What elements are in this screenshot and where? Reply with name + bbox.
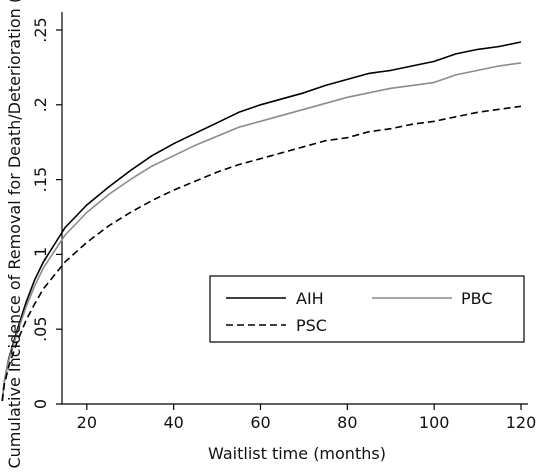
plot-area: 0 .05 .1 .15 .2 .25 20 40 60 80 100 120	[1, 12, 537, 432]
y-tick-label: .1	[31, 247, 50, 262]
y-tick-label: .2	[31, 97, 50, 112]
x-tick-label: 80	[337, 413, 357, 432]
y-tick-label: 0	[31, 399, 50, 409]
series-line-aih	[1, 41, 522, 402]
x-tick-label: 20	[77, 413, 97, 432]
legend-label-psc: PSC	[296, 316, 327, 335]
y-tick-label: .05	[31, 316, 50, 341]
x-tick-label: 40	[163, 413, 183, 432]
legend-label-pbc: PBC	[461, 289, 493, 308]
y-ticks: 0 .05 .1 .15 .2 .25	[31, 17, 62, 409]
series-line-pbc	[1, 62, 522, 402]
y-tick-label: .25	[31, 17, 50, 42]
x-tick-label: 60	[250, 413, 270, 432]
x-axis-title: Waitlist time (months)	[208, 444, 386, 463]
x-tick-label: 120	[506, 413, 537, 432]
legend-box	[209, 275, 525, 343]
legend: AIH PBC PSC	[209, 275, 525, 343]
series-line-psc	[1, 105, 522, 402]
y-tick-label: .15	[31, 167, 50, 192]
x-ticks: 20 40 60 80 100 120	[77, 404, 537, 432]
legend-label-aih: AIH	[296, 289, 324, 308]
series-lines	[1, 41, 522, 402]
x-tick-label: 100	[419, 413, 450, 432]
y-axis-title: Cumulative Incidence of Removal for Deat…	[5, 0, 24, 469]
